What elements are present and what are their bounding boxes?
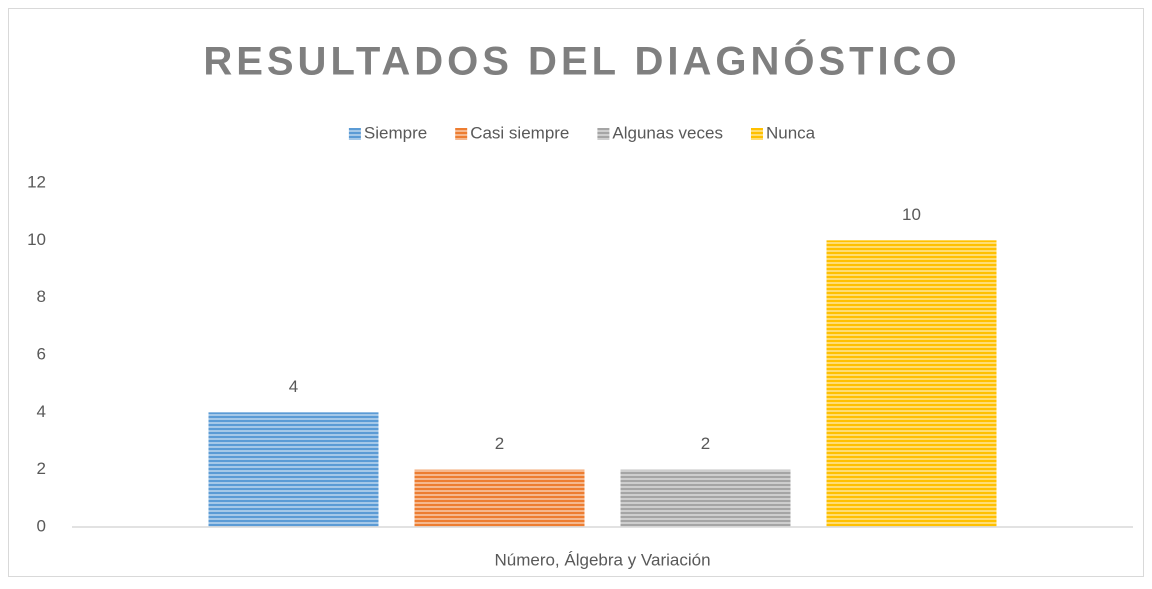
y-tick-label: 8 <box>37 287 46 306</box>
legend-label: Nunca <box>766 123 816 142</box>
y-tick-label: 12 <box>27 172 46 191</box>
data-label: 4 <box>289 377 298 396</box>
y-tick-label: 4 <box>37 402 46 421</box>
legend-label: Algunas veces <box>612 123 723 142</box>
bar <box>826 240 997 528</box>
y-tick-label: 0 <box>37 516 46 535</box>
data-label: 2 <box>495 434 504 453</box>
chart-title: RESULTADOS DEL DIAGNÓSTICO <box>203 38 960 84</box>
bar <box>620 469 791 527</box>
data-label: 2 <box>701 434 710 453</box>
legend-swatch <box>750 128 763 140</box>
x-tick-label: Número, Álgebra y Variación <box>494 550 710 569</box>
legend-swatch <box>455 128 468 140</box>
bar <box>414 469 585 527</box>
y-tick-label: 2 <box>37 459 46 478</box>
y-tick-label: 6 <box>37 344 46 363</box>
legend: Siempre Casi siempre Algunas veces Nunca <box>348 123 816 142</box>
bar <box>208 412 379 527</box>
legend-label: Casi siempre <box>470 123 569 142</box>
data-label: 10 <box>902 205 921 224</box>
legend-swatch <box>348 128 361 140</box>
legend-label: Siempre <box>364 123 427 142</box>
legend-swatch <box>597 128 610 140</box>
y-tick-label: 10 <box>27 230 46 249</box>
